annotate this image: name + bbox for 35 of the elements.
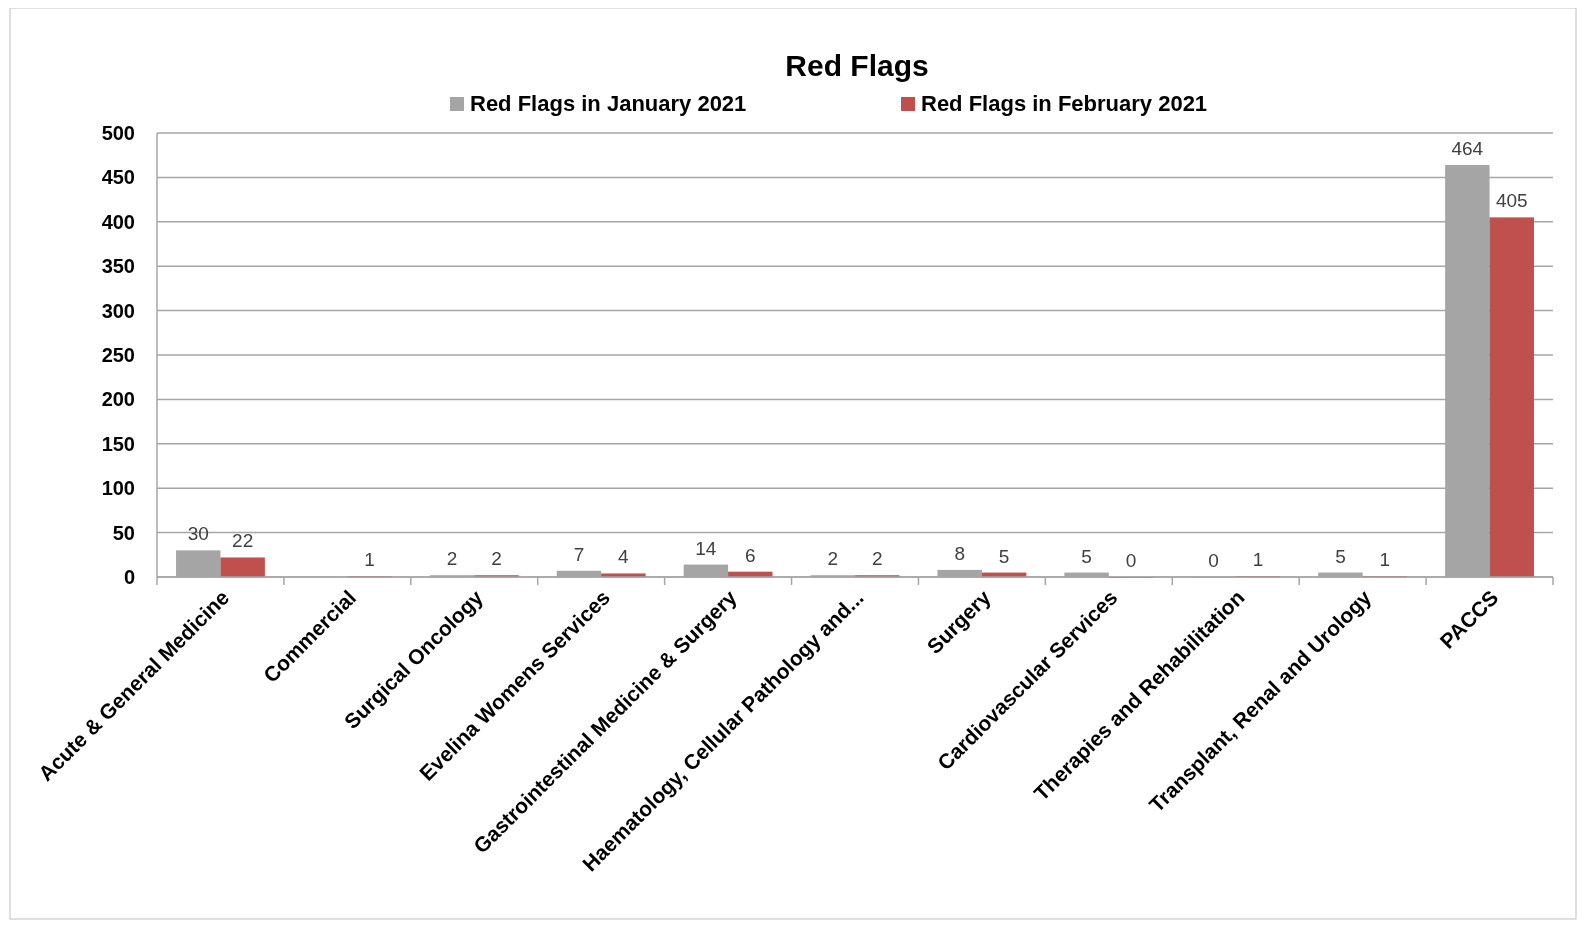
y-tick-label: 250 <box>101 344 135 366</box>
y-tick-label: 300 <box>101 299 135 322</box>
data-label: 4 <box>618 546 630 568</box>
data-label: 464 <box>1451 137 1484 159</box>
y-tick-label: 350 <box>101 255 135 278</box>
data-label: 8 <box>954 542 965 564</box>
data-label: 30 <box>187 523 209 545</box>
y-tick-label: 400 <box>101 210 135 233</box>
y-tick-label: 150 <box>101 432 135 455</box>
data-label: 2 <box>446 548 458 570</box>
data-label: 22 <box>232 530 254 552</box>
chart-title: Red Flags <box>785 49 929 82</box>
data-label: 1 <box>364 549 375 571</box>
data-label: 5 <box>1081 545 1092 567</box>
data-label: 5 <box>998 545 1010 567</box>
data-label: 0 <box>1208 550 1219 571</box>
data-label: 7 <box>573 543 585 565</box>
data-label: 1 <box>1379 549 1391 571</box>
data-label: 2 <box>491 548 502 570</box>
y-tick-label: 200 <box>101 388 135 411</box>
y-tick-label: 500 <box>101 122 135 144</box>
data-label: 5 <box>1335 545 1346 567</box>
legend-label: Red Flags in February 2021 <box>921 91 1208 116</box>
legend-label: Red Flags in January 2021 <box>470 91 747 116</box>
data-label: 14 <box>695 537 717 559</box>
y-tick-label: 0 <box>123 566 135 588</box>
data-label: 1 <box>1252 549 1264 571</box>
data-label: 405 <box>1495 190 1528 212</box>
y-tick-label: 100 <box>101 477 135 500</box>
data-label: 0 <box>1125 550 1137 571</box>
y-tick-label: 450 <box>101 166 135 189</box>
data-label: 6 <box>745 544 756 566</box>
data-label: 2 <box>827 548 839 570</box>
y-tick-label: 50 <box>112 521 135 544</box>
data-label: 2 <box>871 548 883 570</box>
